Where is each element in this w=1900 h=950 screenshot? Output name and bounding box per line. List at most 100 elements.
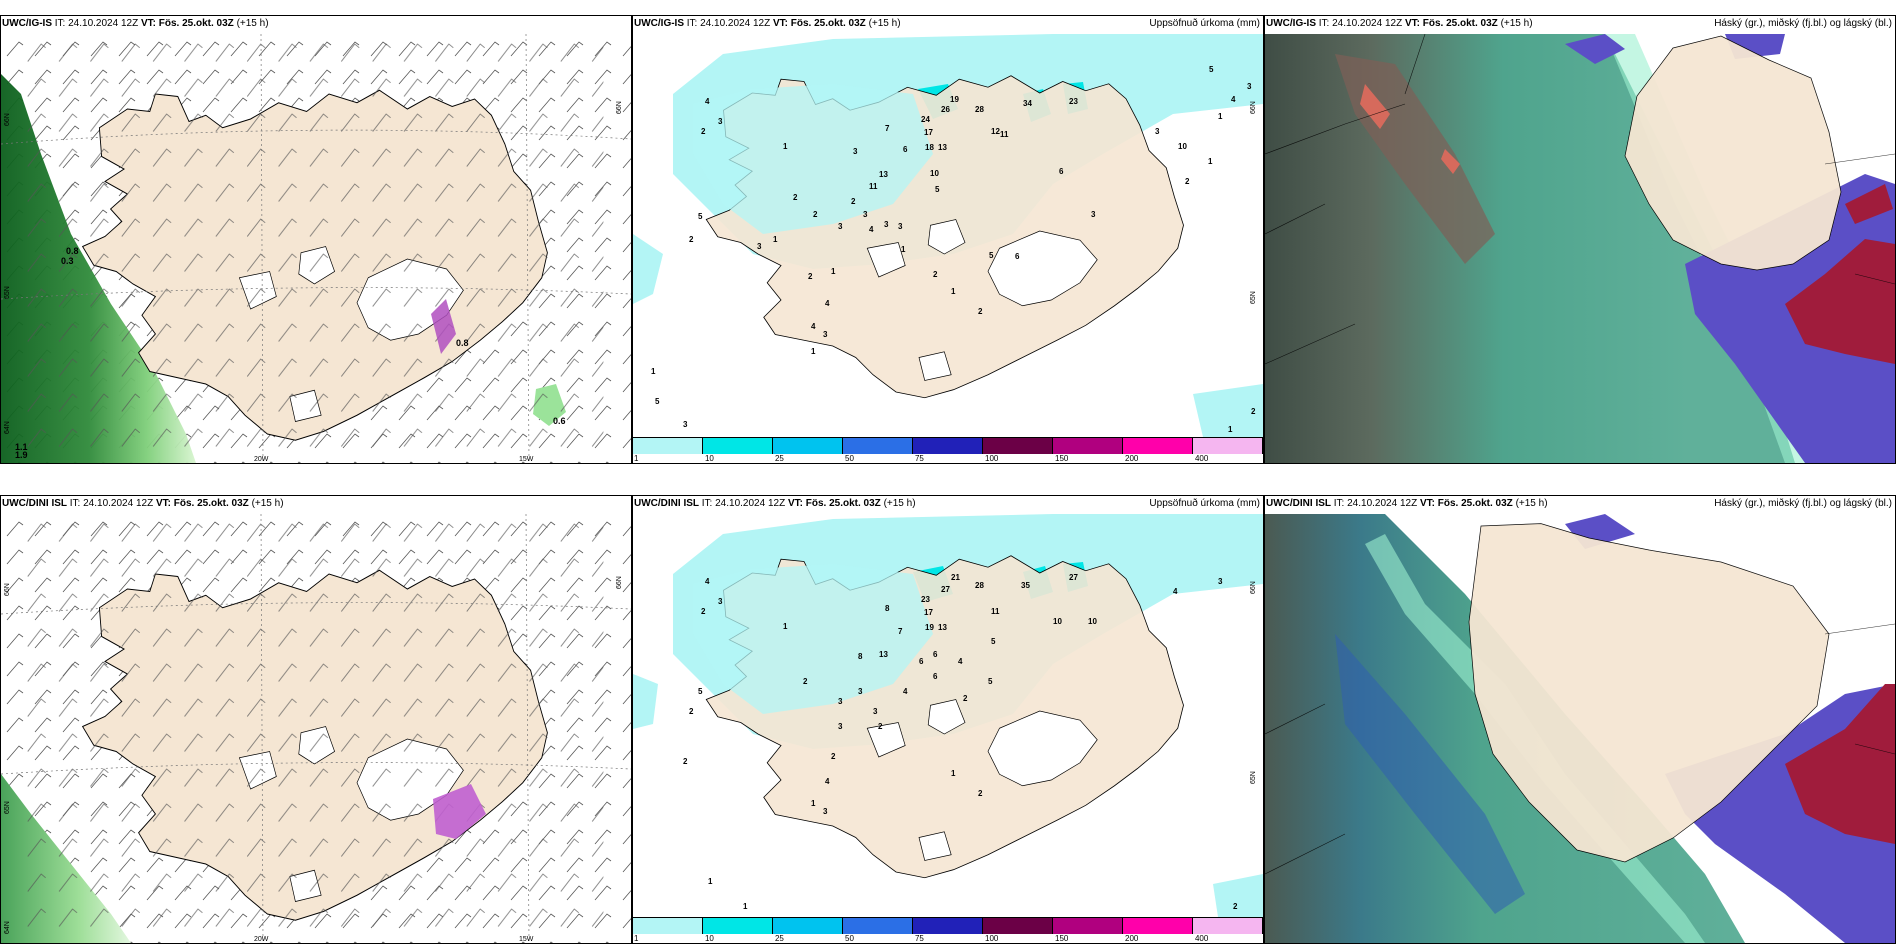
it-label: IT: xyxy=(686,18,698,29)
svg-text:3: 3 xyxy=(884,220,889,229)
model-name: UWC/IG-IS xyxy=(2,18,52,29)
svg-text:10: 10 xyxy=(1088,617,1097,626)
legend-tick: 1 xyxy=(634,934,639,943)
svg-text:3: 3 xyxy=(838,222,843,231)
panel-header: UWC/IG-IS IT: 24.10.2024 12Z VT: Fös. 25… xyxy=(1,16,631,33)
cloud-map xyxy=(1265,34,1895,463)
cloud-map xyxy=(1265,514,1895,943)
svg-text:4: 4 xyxy=(825,777,830,786)
svg-text:3: 3 xyxy=(1155,127,1160,136)
legend-swatch xyxy=(913,438,983,454)
svg-text:1: 1 xyxy=(743,902,748,911)
panel-header: UWC/DINI ISL IT: 24.10.2024 12Z VT: Fös.… xyxy=(1265,496,1895,513)
svg-text:2: 2 xyxy=(1185,177,1190,186)
svg-text:5: 5 xyxy=(655,397,660,406)
legend-tick: 200 xyxy=(1125,454,1139,463)
lat-label: 66N xyxy=(4,583,11,596)
svg-text:3: 3 xyxy=(1091,210,1096,219)
lat-label: 66N xyxy=(1250,101,1257,114)
svg-text:27: 27 xyxy=(941,585,950,594)
svg-text:2: 2 xyxy=(803,677,808,686)
lat-label: 64N xyxy=(4,921,11,934)
wind-label: 0.8 xyxy=(456,338,469,348)
svg-text:13: 13 xyxy=(938,623,947,632)
svg-text:2: 2 xyxy=(808,272,813,281)
svg-text:1: 1 xyxy=(901,245,906,254)
legend-swatch xyxy=(843,918,913,934)
lead-time: (+15 h) xyxy=(883,498,916,509)
it-value: 24.10.2024 12Z xyxy=(68,18,139,29)
vt-label: VT: xyxy=(1419,498,1435,509)
lat-label: 65N xyxy=(4,801,11,814)
precip-map: 2 5 4 3 2 1 26 24 19 28 34 23 17 18 13 1… xyxy=(633,34,1263,437)
wind-label: 0.8 xyxy=(66,246,79,256)
lead-time: (+15 h) xyxy=(1515,498,1548,509)
legend-swatch xyxy=(1053,438,1123,454)
vt-label: VT: xyxy=(787,498,803,509)
legend-swatch xyxy=(703,918,773,934)
svg-text:1: 1 xyxy=(773,235,778,244)
svg-text:1: 1 xyxy=(951,769,956,778)
lat-label: 65N xyxy=(1250,771,1257,784)
legend-tick: 400 xyxy=(1194,934,1209,943)
legend-tick: 400 xyxy=(1194,454,1209,463)
it-value: 24.10.2024 12Z xyxy=(83,498,154,509)
svg-text:11: 11 xyxy=(991,607,1000,616)
model-name: UWC/DINI ISL xyxy=(634,498,699,509)
lead-time: (+15 h) xyxy=(868,18,901,29)
vt-value: Fös. 25.okt. 03Z xyxy=(173,498,249,509)
svg-text:2: 2 xyxy=(978,307,983,316)
panel-title: Uppsöfnuð úrkoma (mm) xyxy=(1149,18,1260,29)
svg-text:4: 4 xyxy=(705,97,710,106)
legend-swatch xyxy=(633,438,703,454)
svg-text:4: 4 xyxy=(903,687,908,696)
svg-text:4: 4 xyxy=(869,225,874,234)
svg-text:10: 10 xyxy=(930,169,939,178)
lat-label: 66N xyxy=(4,113,11,126)
it-label: IT: xyxy=(54,18,66,29)
legend-swatch xyxy=(633,918,703,934)
svg-text:11: 11 xyxy=(869,182,878,191)
svg-text:2: 2 xyxy=(1251,407,1256,416)
legend-swatch xyxy=(773,438,843,454)
lon-label: 20W xyxy=(254,456,269,463)
lead-time: (+15 h) xyxy=(1500,18,1533,29)
lead-time: (+15 h) xyxy=(236,18,269,29)
lat-label: 65N xyxy=(1250,291,1257,304)
svg-text:4: 4 xyxy=(825,299,830,308)
lead-time: (+15 h) xyxy=(251,498,284,509)
legend-tick: 75 xyxy=(914,454,924,463)
panel-bottom-wind: UWC/DINI ISL IT: 24.10.2024 12Z VT: Fös.… xyxy=(0,495,632,944)
svg-text:1: 1 xyxy=(811,347,816,356)
svg-text:6: 6 xyxy=(903,145,908,154)
svg-text:2: 2 xyxy=(701,127,706,136)
svg-text:1: 1 xyxy=(708,877,713,886)
svg-text:1: 1 xyxy=(651,367,656,376)
legend-swatch xyxy=(1193,438,1263,454)
svg-text:19: 19 xyxy=(950,95,959,104)
svg-text:6: 6 xyxy=(933,672,938,681)
legend-tick: 25 xyxy=(774,454,784,463)
precip-map: 2 5 4 3 2 1 27 21 28 35 27 23 17 19 13 1… xyxy=(633,514,1263,917)
lat-label: 66N xyxy=(1250,581,1257,594)
panel-top-wind: UWC/IG-IS IT: 24.10.2024 12Z VT: Fös. 25… xyxy=(0,15,632,464)
svg-text:34: 34 xyxy=(1023,99,1032,108)
svg-text:2: 2 xyxy=(878,722,883,731)
svg-text:21: 21 xyxy=(951,573,960,582)
svg-text:17: 17 xyxy=(924,608,933,617)
svg-text:3: 3 xyxy=(718,117,723,126)
svg-text:8: 8 xyxy=(858,652,863,661)
it-label: IT: xyxy=(1318,18,1330,29)
legend-swatch xyxy=(913,918,983,934)
vt-label: VT: xyxy=(155,498,171,509)
svg-text:2: 2 xyxy=(1233,902,1238,911)
precip-values: 2 5 4 3 2 1 27 21 28 35 27 23 17 19 13 1… xyxy=(683,573,1238,911)
panel-bottom-cloud: UWC/DINI ISL IT: 24.10.2024 12Z VT: Fös.… xyxy=(1264,495,1896,944)
panel-top-cloud: UWC/IG-IS IT: 24.10.2024 12Z VT: Fös. 25… xyxy=(1264,15,1896,464)
lon-label: 15W xyxy=(519,456,534,463)
legend-tick: 75 xyxy=(914,934,924,943)
it-label: IT: xyxy=(701,498,713,509)
precip-legend: 1 10 25 50 75 100 150 200 400 xyxy=(633,917,1263,943)
svg-text:24: 24 xyxy=(921,115,930,124)
svg-text:7: 7 xyxy=(885,124,890,133)
